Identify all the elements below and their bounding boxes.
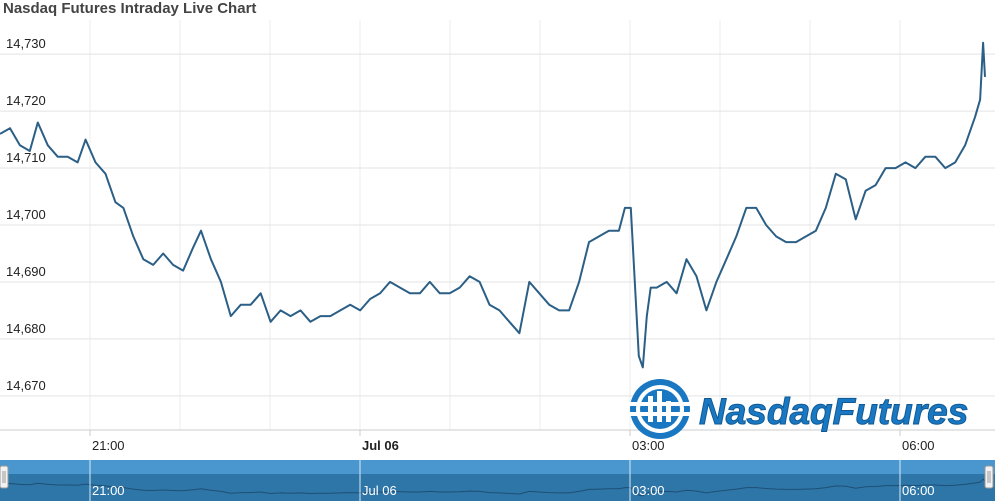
chart-title: Nasdaq Futures Intraday Live Chart — [3, 0, 256, 17]
y-tick-label: 14,710 — [6, 150, 46, 165]
range-navigator[interactable]: 21:00 Jul 06 03:00 06:00 — [0, 460, 995, 501]
y-tick-label: 14,700 — [6, 207, 46, 222]
x-tick-label: Jul 06 — [362, 438, 399, 453]
y-axis-ticks: 14,670 14,680 14,690 14,700 14,710 14,720 14,7… — [6, 36, 46, 393]
logo-text: NasdaqFutures — [699, 391, 968, 432]
globe-chart-icon — [626, 379, 694, 439]
x-axis-ticks: 21:00 Jul 06 03:00 06:00 — [89, 430, 935, 453]
y-tick-label: 14,680 — [6, 321, 46, 336]
y-tick-label: 14,720 — [6, 93, 46, 108]
navigator-left-handle[interactable] — [0, 465, 9, 489]
navigator-ticks: 21:00 Jul 06 03:00 06:00 — [89, 460, 935, 501]
x-tick-label: 06:00 — [902, 438, 935, 453]
nasdaqfutures-logo: NasdaqFutures — [626, 379, 969, 439]
horizontal-gridlines — [0, 53, 995, 397]
navigator-right-handle[interactable] — [984, 465, 994, 489]
navigator-tick-label: Jul 06 — [362, 483, 397, 498]
series-line — [0, 41, 986, 369]
navigator-tick-label: 06:00 — [902, 483, 935, 498]
x-tick-label: 03:00 — [632, 438, 665, 453]
navigator-band — [0, 460, 995, 474]
x-tick-label: 21:00 — [92, 438, 125, 453]
y-tick-label: 14,730 — [6, 36, 46, 51]
navigator-tick-label: 21:00 — [92, 483, 125, 498]
y-tick-label: 14,690 — [6, 264, 46, 279]
y-tick-label: 14,670 — [6, 378, 46, 393]
navigator-series-line — [0, 478, 986, 497]
navigator-tick-label: 03:00 — [632, 483, 665, 498]
